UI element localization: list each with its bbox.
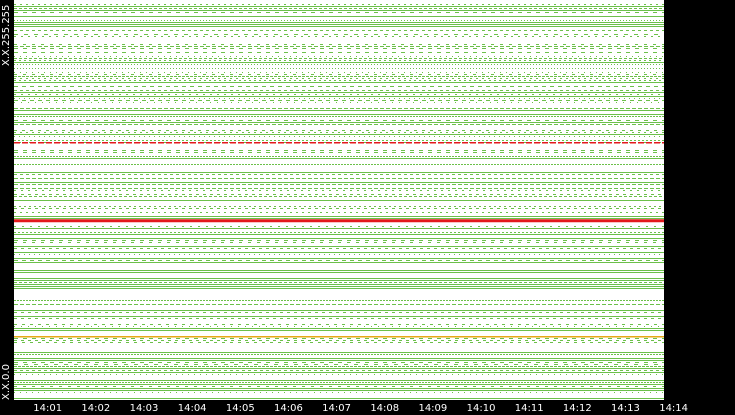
heatmap-rows [14,4,664,399]
x-tick-label: 14:07 [322,403,351,414]
x-tick-label: 14:12 [562,403,592,414]
heatmap-svg [14,0,735,400]
x-tick-label: 14:13 [611,403,640,414]
x-tick-label: 14:04 [177,403,207,414]
x-axis [14,400,735,415]
x-tick-label: 14:14 [659,403,689,414]
heatmap-plot-area [14,0,735,400]
y-axis-top-label: X.X.255.255 [0,0,14,66]
y-axis-top-label-text: X.X.255.255 [1,4,12,66]
plot-empty-region [664,0,735,400]
x-tick-label: 14:08 [370,403,400,414]
x-tick-label: 14:11 [514,403,544,414]
x-tick-label: 14:09 [418,403,448,414]
x-tick-label: 14:10 [466,403,496,414]
x-tick-label: 14:02 [81,403,111,414]
y-axis-bottom-label-text: X.X.0.0 [1,364,12,400]
x-tick-label: 14:05 [225,403,255,414]
x-tick-label: 14:03 [129,403,159,414]
x-tick-label: 14:06 [274,403,303,414]
x-tick-label: 14:01 [33,403,63,414]
y-axis-bottom-label: X.X.0.0 [0,360,14,400]
